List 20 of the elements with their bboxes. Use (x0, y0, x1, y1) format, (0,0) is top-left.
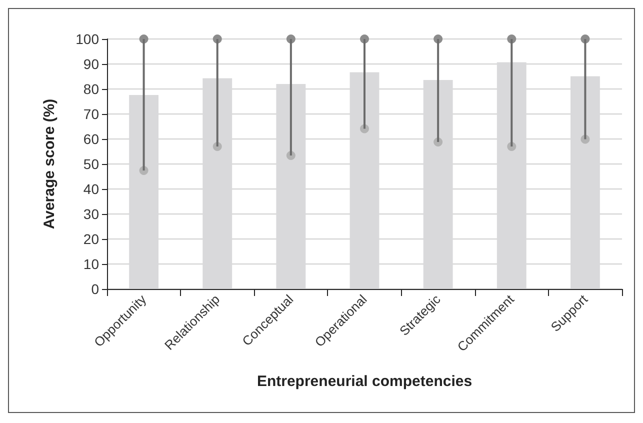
bar (584, 39, 586, 140)
bar (290, 39, 292, 156)
y-tick-label: 50 (83, 156, 100, 172)
y-tick-label: 20 (83, 231, 100, 247)
bar (510, 39, 513, 146)
bar (364, 39, 366, 129)
y-tick-label: 30 (83, 206, 100, 222)
x-axis-title: Entrepreneurial competencies (256, 373, 472, 390)
y-tick-label: 10 (83, 256, 100, 272)
bar (142, 39, 145, 170)
y-tick-label: 0 (91, 281, 100, 297)
y-tick-label: 70 (83, 106, 100, 122)
y-tick-label: 80 (83, 81, 100, 97)
y-axis-title: Average score (%) (41, 98, 58, 230)
y-tick-label: 60 (83, 131, 100, 147)
y-tick-label: 40 (83, 181, 100, 197)
y-tick-label: 100 (76, 31, 100, 47)
bar (216, 39, 218, 146)
y-tick-label: 90 (83, 56, 100, 72)
bar (437, 39, 440, 142)
